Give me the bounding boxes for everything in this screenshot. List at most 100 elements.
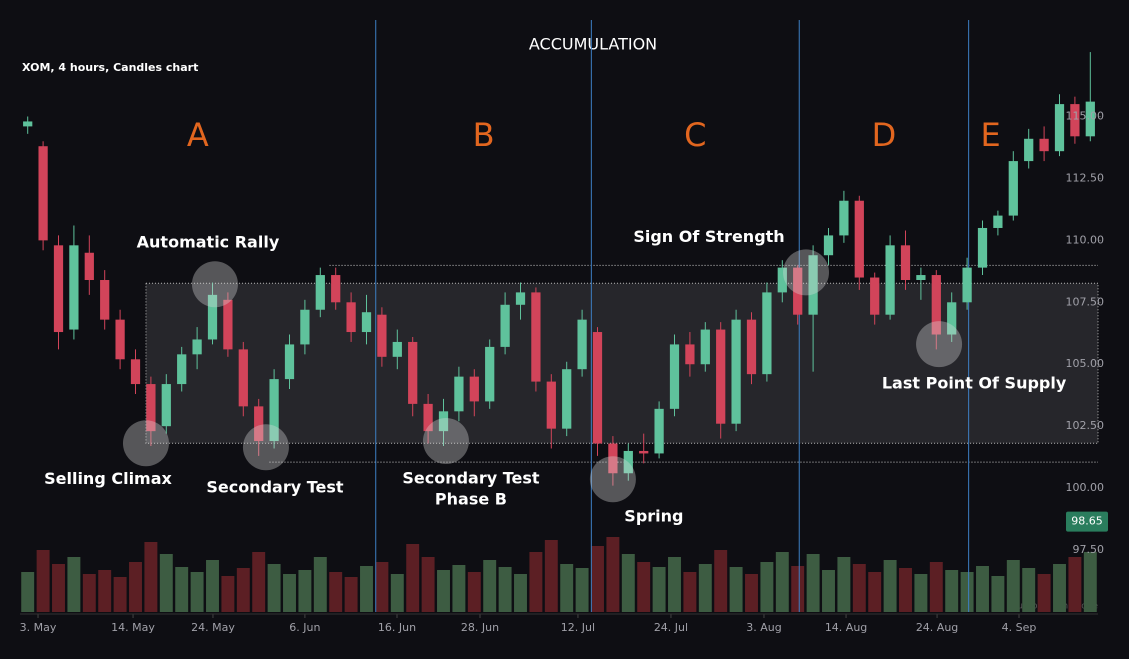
candle-body xyxy=(1024,138,1034,162)
annotation-marker xyxy=(191,261,238,308)
volume-bar xyxy=(113,577,127,612)
x-tick-label: 12. Jul xyxy=(561,621,595,634)
candle-body xyxy=(993,215,1003,228)
volume-bar xyxy=(899,568,912,612)
x-tick-label: 28. Jun xyxy=(461,621,499,634)
annotation-label: Automatic Rally xyxy=(137,233,280,252)
volume-bar xyxy=(498,567,512,612)
candle-body xyxy=(423,403,433,432)
volume-bar xyxy=(775,552,789,612)
candle-body xyxy=(654,408,664,454)
phase-label: B xyxy=(473,116,495,154)
volume-bar xyxy=(283,574,296,612)
candle-body xyxy=(947,302,957,335)
volume-bar xyxy=(637,562,651,612)
volume-bar xyxy=(529,552,543,612)
y-tick-label: 97.50 xyxy=(1073,543,1105,556)
candle-body xyxy=(38,146,48,241)
volume-bar xyxy=(329,572,343,612)
candle-body xyxy=(793,267,803,315)
annotation-label: Sign Of Strength xyxy=(633,227,784,246)
candle-body xyxy=(916,275,926,281)
candle-body xyxy=(1054,104,1065,152)
volume-bar xyxy=(267,564,281,612)
candle-body xyxy=(562,369,572,429)
volume-bar xyxy=(991,576,1005,612)
volume-bar xyxy=(190,572,204,612)
candle-body xyxy=(608,443,618,474)
volume-bar xyxy=(452,565,466,612)
volume-bar xyxy=(837,557,851,612)
candle-body xyxy=(685,344,695,365)
candle-body xyxy=(762,292,772,375)
annotation-label: Secondary Test xyxy=(402,469,540,488)
candle-body xyxy=(269,379,279,442)
candle-body xyxy=(192,339,202,355)
x-tick-label: 3. Aug xyxy=(746,621,781,634)
volume-bar xyxy=(98,570,112,612)
candle-body xyxy=(839,200,849,236)
volume-bar xyxy=(82,574,96,612)
candle-body xyxy=(700,329,710,365)
candle-body xyxy=(808,255,818,315)
chart-title: ACCUMULATION xyxy=(529,35,657,54)
candle-body xyxy=(962,267,972,303)
x-tick-label: 4. Sep xyxy=(1002,621,1037,634)
candle-body xyxy=(592,332,603,444)
volume-bar xyxy=(252,552,266,612)
candle-body xyxy=(1085,101,1095,137)
candle-body xyxy=(623,450,633,474)
volume-bar xyxy=(791,566,805,612)
volume-bar xyxy=(1037,574,1051,612)
candle-body xyxy=(931,275,941,335)
volume-bar xyxy=(606,537,620,612)
annotation-marker xyxy=(916,321,963,368)
x-tick-label: 14. Aug xyxy=(825,621,867,634)
candle-body xyxy=(900,245,911,281)
candle-body xyxy=(669,344,680,409)
volume-bar xyxy=(883,560,897,612)
candle-body xyxy=(130,359,141,385)
x-tick-label: 3. May xyxy=(20,621,57,634)
candle-body xyxy=(377,314,387,357)
volume-bar xyxy=(298,570,312,612)
volume-bar xyxy=(868,572,882,612)
annotation-marker xyxy=(242,424,289,471)
candle-body xyxy=(823,235,834,256)
candle-body xyxy=(977,227,988,268)
volume-bar xyxy=(313,557,327,612)
volume-bar xyxy=(390,574,404,612)
candle-body xyxy=(531,292,541,382)
x-tick-label: 16. Jun xyxy=(378,621,416,634)
volume-bar xyxy=(806,554,820,612)
candle-body xyxy=(315,275,325,310)
volume-bar xyxy=(760,562,774,612)
candle-body xyxy=(1070,104,1080,137)
candle-body xyxy=(207,294,218,340)
volume-bar xyxy=(914,574,928,612)
candle-body xyxy=(870,277,880,315)
candle-body xyxy=(392,341,402,357)
x-tick-label: 24. Jul xyxy=(654,621,688,634)
y-tick-label: 102.50 xyxy=(1066,419,1105,432)
candle-body xyxy=(300,309,310,345)
volume-bar xyxy=(544,540,558,612)
volume-bar xyxy=(575,568,589,612)
annotation-label: Secondary Test xyxy=(206,478,344,497)
candle-body xyxy=(854,200,864,278)
annotation-marker xyxy=(122,420,169,467)
candle-body xyxy=(115,319,125,360)
y-tick-label: 110.00 xyxy=(1066,233,1105,246)
volume-bar xyxy=(668,557,681,612)
candle-body xyxy=(238,349,248,407)
candle-body xyxy=(454,376,464,412)
candle-body xyxy=(100,280,110,320)
phase-label: A xyxy=(187,116,209,154)
volume-bar xyxy=(236,568,250,612)
volume-bar xyxy=(822,570,835,612)
candle-body xyxy=(254,406,264,442)
candle-body xyxy=(469,376,479,402)
candle-body xyxy=(438,411,449,432)
volume-bar xyxy=(945,570,959,612)
